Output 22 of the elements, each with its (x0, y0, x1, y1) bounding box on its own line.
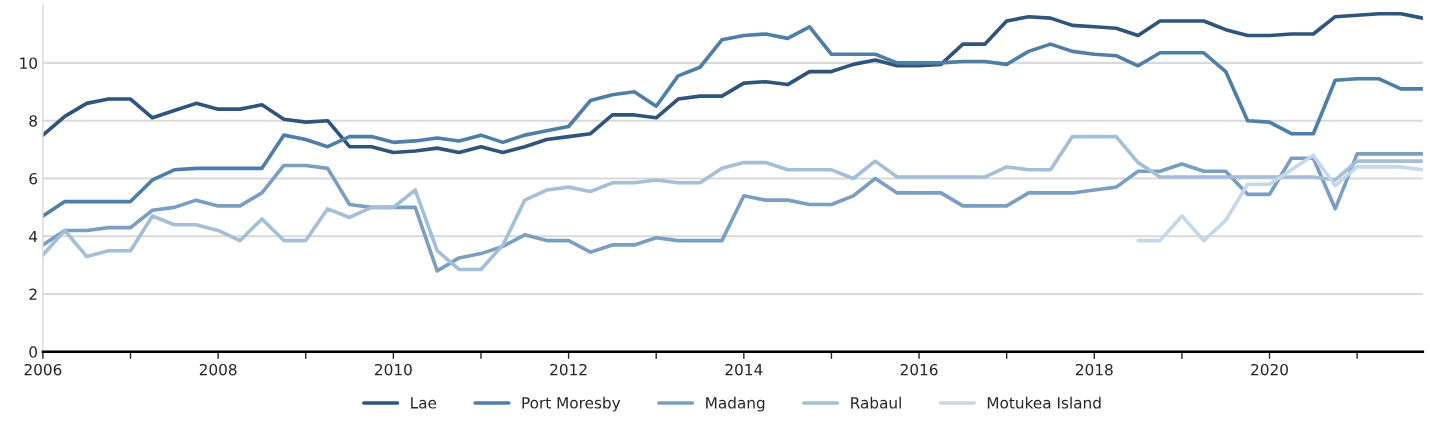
line-series (1136, 153, 1423, 243)
y-tick-label: 2 (29, 288, 37, 300)
x-tick-label: 2014 (725, 363, 763, 376)
y-tick-label: 6 (29, 172, 38, 185)
x-tick-label: 2008 (199, 363, 237, 376)
y-tick-label: 4 (29, 230, 38, 243)
x-tick-label: 2010 (375, 363, 412, 376)
y-tick-label: 10 (20, 57, 38, 69)
x-tick-label: 2016 (900, 363, 938, 376)
x-tick-label: 2020 (1251, 363, 1288, 376)
x-tick-label: 2018 (1075, 363, 1113, 376)
line-series (42, 11, 1423, 155)
y-tick-label: 8 (29, 115, 37, 127)
legend-label: Lae (411, 397, 437, 409)
legend-label: Rabaul (851, 396, 901, 409)
y-tick-label: 0 (29, 346, 38, 358)
x-tick-label: 2012 (550, 363, 587, 376)
line-series (42, 24, 1423, 218)
legend-label: Motukea Island (987, 396, 1101, 409)
legend-label: Madang (706, 396, 765, 412)
legend-label: Port Moresby (522, 396, 621, 412)
x-tick-label: 2006 (24, 363, 62, 376)
